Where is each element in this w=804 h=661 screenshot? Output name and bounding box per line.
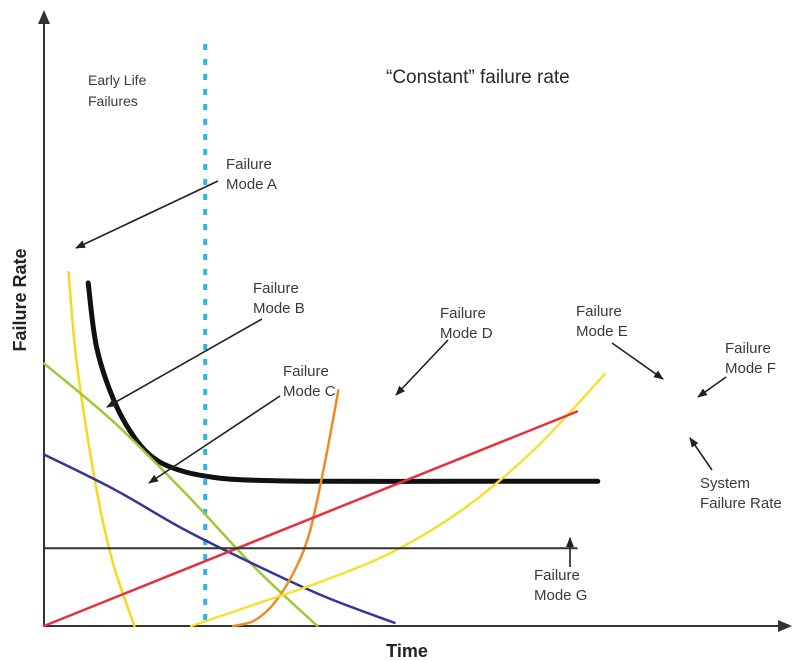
early-life-label: Early Life Failures: [88, 72, 150, 109]
series-layer: [44, 272, 605, 626]
annotation-arrows: [76, 181, 726, 567]
arrow-system: [690, 438, 712, 470]
arrow-mode-b: [107, 319, 262, 407]
label-system-failure-rate: System Failure Rate: [700, 475, 782, 512]
series-line-d: [233, 390, 338, 626]
label-mode-b: Failure Mode B: [253, 280, 305, 317]
constant-rate-label: “Constant” failure rate: [386, 67, 570, 88]
series-line-a: [69, 272, 135, 626]
label-mode-d: Failure Mode D: [440, 305, 493, 342]
arrow-mode-f: [698, 377, 726, 397]
y-axis-title: Failure Rate: [10, 248, 30, 351]
arrow-mode-e: [612, 343, 663, 379]
series-line-f: [44, 412, 577, 626]
label-mode-e: Failure Mode E: [576, 303, 628, 340]
x-axis-title: Time: [386, 641, 428, 661]
series-line-sys: [88, 283, 598, 481]
arrow-mode-c: [149, 396, 280, 483]
arrow-mode-d: [396, 340, 448, 395]
label-mode-a: Failure Mode A: [226, 156, 277, 193]
label-mode-g: Failure Mode G: [534, 567, 587, 604]
label-mode-c: Failure Mode C: [283, 363, 336, 400]
label-mode-f: Failure Mode F: [725, 340, 776, 377]
arrow-mode-a: [76, 181, 218, 248]
series-line-b: [44, 363, 317, 626]
